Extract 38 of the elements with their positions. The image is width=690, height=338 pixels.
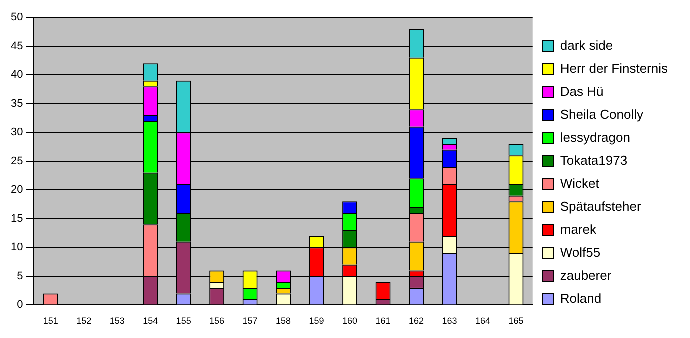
x-tick-label: 154 bbox=[143, 316, 158, 326]
legend-label: Wolf55 bbox=[560, 245, 601, 260]
x-tick-label: 160 bbox=[342, 316, 358, 326]
x-tick-label: 156 bbox=[210, 316, 225, 326]
y-tick-label: 40 bbox=[10, 69, 24, 82]
y-tick-label: 25 bbox=[10, 155, 24, 168]
y-tick-label: 10 bbox=[10, 242, 24, 254]
x-tick-label: 158 bbox=[276, 316, 292, 326]
x-tick-label: 151 bbox=[43, 316, 58, 326]
legend-label: Sheila Conolly bbox=[560, 107, 644, 122]
x-tick-label: 161 bbox=[376, 316, 391, 326]
y-tick-label: 5 bbox=[17, 270, 24, 282]
y-tick-label: 50 bbox=[10, 12, 24, 24]
y-tick-label: 30 bbox=[10, 126, 24, 139]
legend-label: zauberer bbox=[560, 268, 612, 284]
y-tick-label: 45 bbox=[10, 40, 24, 52]
x-tick-label: 155 bbox=[176, 316, 192, 326]
legend-label: Herr der Finsternis bbox=[560, 61, 668, 76]
x-tick-label: 165 bbox=[508, 316, 524, 326]
y-tick-label: 35 bbox=[10, 98, 24, 110]
x-tick-label: 157 bbox=[242, 316, 258, 326]
legend-label: lessydragon bbox=[560, 130, 630, 146]
y-tick-label: 15 bbox=[10, 212, 24, 225]
y-tick-label: 0 bbox=[17, 299, 24, 312]
x-tick-label: 162 bbox=[409, 316, 424, 326]
legend-label: Das Hü bbox=[560, 84, 604, 100]
x-tick-label: 164 bbox=[475, 316, 491, 326]
x-tick-label: 163 bbox=[442, 316, 458, 326]
legend-label: dark side bbox=[560, 38, 614, 54]
legend-label: Wicket bbox=[560, 176, 600, 192]
x-tick-label: 159 bbox=[309, 316, 324, 326]
x-tick-label: 153 bbox=[110, 316, 125, 326]
y-tick-label: 20 bbox=[10, 184, 24, 196]
legend-label: marek bbox=[560, 222, 597, 238]
legend-label: Roland bbox=[560, 291, 602, 306]
x-tick-label: 152 bbox=[76, 316, 92, 326]
legend-label: Tokata1973 bbox=[560, 153, 628, 168]
legend-label: Spätaufsteher bbox=[560, 199, 642, 214]
